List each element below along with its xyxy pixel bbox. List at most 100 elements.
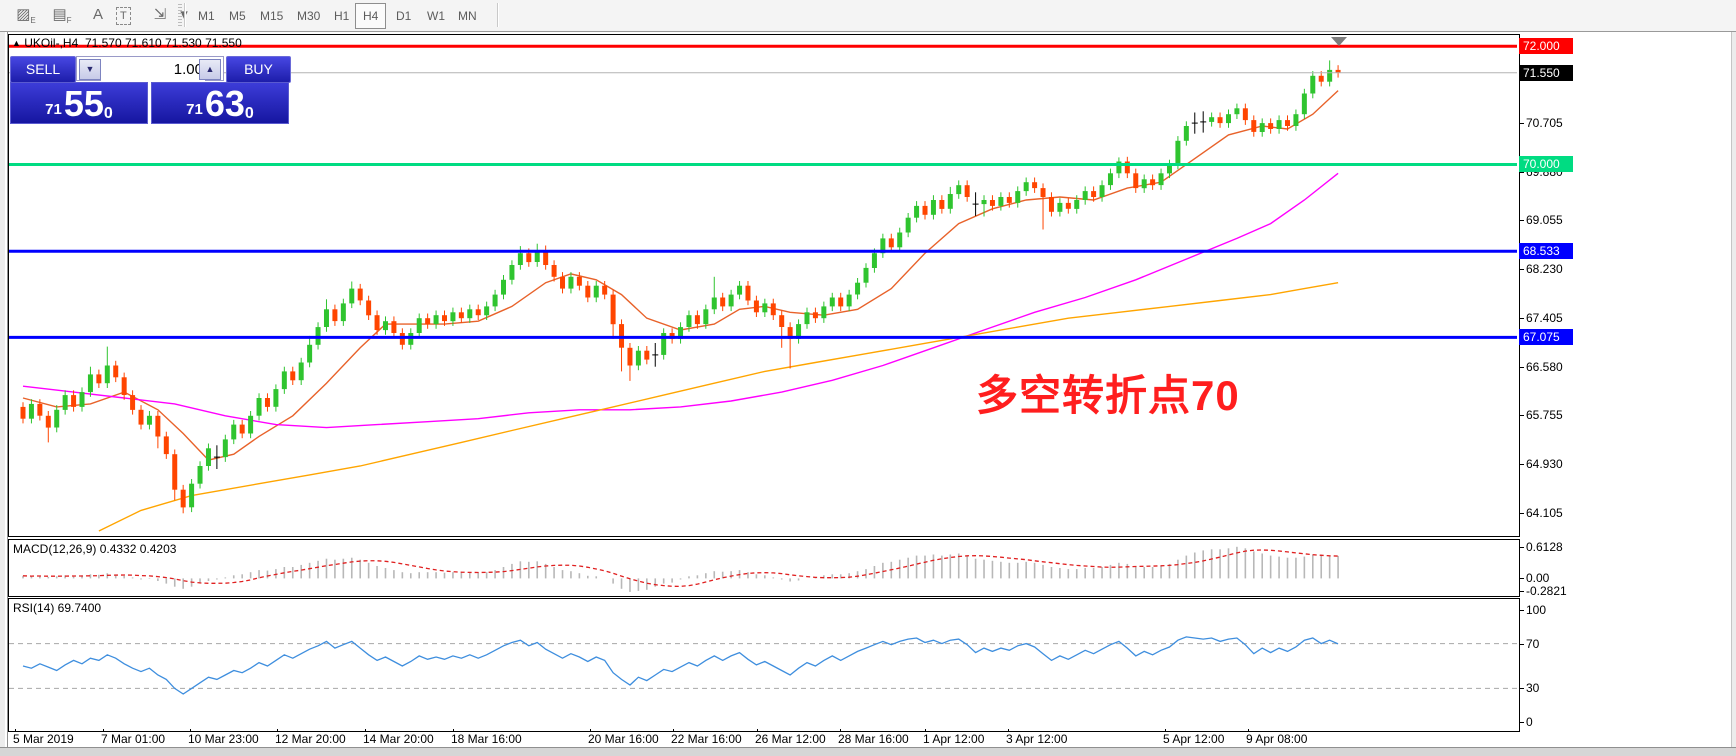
price-axis: 64.105 64.930 65.755 66.580 67.405 68.230 69.0… — [1519, 34, 1736, 535]
time-tick-mark — [673, 729, 674, 732]
rsi-tick-label: 100 — [1526, 603, 1547, 617]
time-tick-label: 18 Mar 16:00 — [451, 732, 522, 746]
price-tick-label: 68.230 — [1526, 262, 1563, 277]
rsi-tick-label: 30 — [1526, 681, 1540, 696]
textbox-t-icon[interactable]: T — [116, 7, 131, 25]
timeframe-H4[interactable]: H4 — [355, 3, 387, 29]
time-tick-mark — [453, 729, 454, 732]
sell-price-button[interactable]: 71 55 0 — [10, 82, 148, 124]
rsi-axis: 100 70 30 0 — [1519, 598, 1736, 730]
rsi-tick-mark — [1519, 688, 1524, 690]
buy-price-prefix: 71 — [186, 101, 203, 118]
rsi-tick-mark — [1519, 610, 1524, 611]
grid-f-icon[interactable]: ▤F — [52, 6, 72, 25]
macd-tick-mark — [1519, 546, 1524, 548]
ma-slow-line — [98, 282, 1339, 532]
time-tick-label: 9 Apr 08:00 — [1246, 732, 1308, 746]
buy-button[interactable]: BUY — [226, 56, 291, 83]
toolbar-separator — [497, 3, 499, 27]
cursor-arrows-icon[interactable]: ⇲ — [153, 6, 167, 23]
macd-tick-label: -0.2821 — [1526, 584, 1567, 598]
time-tick-label: 22 Mar 16:00 — [671, 732, 742, 746]
time-tick-mark — [365, 729, 366, 732]
macd-tick-mark — [1519, 578, 1524, 580]
price-badge-67.075: 67.075 — [1519, 329, 1573, 346]
timeframe-H1[interactable]: H1 — [334, 9, 350, 23]
price-tick-label: 65.755 — [1526, 408, 1563, 423]
chart-annotation-text[interactable]: 多空转折点70 — [976, 372, 1240, 419]
time-tick-label: 20 Mar 16:00 — [588, 732, 659, 746]
price-tick-mark — [1519, 269, 1524, 271]
chart-symbol-period: UKOil-,H4 — [24, 36, 79, 50]
pattern-e-icon[interactable]: ▨E — [16, 6, 36, 25]
time-tick-label: 5 Apr 12:00 — [1163, 732, 1225, 746]
rsi-tick-label: 0 — [1526, 715, 1533, 729]
macd-tick-mark — [1519, 591, 1524, 592]
text-a-icon[interactable]: A — [92, 6, 103, 23]
time-tick-mark — [840, 729, 841, 732]
buy-price-button[interactable]: 71 63 0 — [151, 82, 289, 124]
rsi-canvas — [9, 636, 1517, 695]
ma-fast-line — [22, 90, 1339, 461]
time-tick-label: 7 Mar 01:00 — [101, 732, 166, 746]
sell-button[interactable]: SELL — [10, 56, 76, 83]
time-tick-mark — [925, 729, 926, 732]
price-tick-mark — [1519, 220, 1524, 222]
price-chart-canvas[interactable] — [9, 35, 1517, 534]
time-tick-label: 3 Apr 12:00 — [1006, 732, 1068, 746]
chart-header: ▲ UKOil-,H4 71.570 71.610 71.530 71.550 — [12, 36, 242, 50]
time-tick-mark — [1248, 729, 1249, 732]
toolbar-grip[interactable] — [178, 4, 182, 26]
timeframe-M1[interactable]: M1 — [198, 9, 215, 23]
timeframe-W1[interactable]: W1 — [427, 9, 445, 23]
price-tick-label: 64.930 — [1526, 457, 1563, 472]
timeframe-M15[interactable]: M15 — [260, 9, 284, 23]
time-tick-label: 5 Mar 2019 — [13, 732, 74, 746]
volume-stepper: ▼ ▲ — [76, 56, 224, 82]
time-tick-label: 10 Mar 23:00 — [188, 732, 259, 746]
macd-axis: 0.6128 0.00 -0.2821 — [1519, 539, 1736, 598]
sell-price-sup: 0 — [103, 105, 113, 122]
volume-increase-icon[interactable]: ▲ — [199, 59, 221, 80]
macd-histogram — [22, 546, 1339, 592]
rsi-line — [22, 636, 1339, 695]
time-tick-mark — [590, 729, 591, 732]
candles-group — [20, 60, 1341, 514]
buy-price-big: 63 — [204, 83, 245, 124]
time-tick-label: 28 Mar 16:00 — [838, 732, 909, 746]
timeframe-M30[interactable]: M30 — [297, 9, 321, 23]
buy-price-sup: 0 — [244, 105, 254, 122]
time-tick-mark — [757, 729, 758, 732]
time-tick-label: 1 Apr 12:00 — [923, 732, 985, 746]
time-tick-mark — [1165, 729, 1166, 732]
price-tick-label: 64.105 — [1526, 506, 1563, 520]
time-axis[interactable]: 5 Mar 2019 7 Mar 01:00 10 Mar 23:00 12 Mar … — [8, 729, 1728, 747]
timeframe-D1[interactable]: D1 — [396, 9, 412, 23]
macd-canvas — [22, 546, 1339, 592]
volume-decrease-icon[interactable]: ▼ — [79, 59, 101, 80]
price-badge-72.000: 72.000 — [1519, 38, 1573, 55]
price-tick-label: 66.580 — [1526, 359, 1563, 374]
timeframe-M5[interactable]: M5 — [229, 9, 246, 23]
rsi-tick-label: 70 — [1526, 636, 1540, 651]
volume-input[interactable] — [101, 57, 205, 82]
price-tick-mark — [1519, 415, 1524, 417]
macd-panel[interactable]: MACD(12,26,9) 0.4332 0.4203 — [8, 539, 1520, 597]
price-tick-label: 67.405 — [1526, 310, 1563, 325]
price-tick-mark — [1519, 122, 1524, 124]
price-tick-label: 70.705 — [1526, 115, 1563, 130]
rsi-tick-mark — [1519, 722, 1524, 723]
chart-shift-marker-icon[interactable] — [1331, 37, 1347, 46]
time-tick-mark — [103, 729, 104, 732]
window-left-edge — [0, 32, 8, 755]
macd-tick-label: 0.00 — [1526, 571, 1550, 586]
time-tick-label: 14 Mar 20:00 — [363, 732, 434, 746]
timeframe-MN[interactable]: MN — [458, 9, 477, 23]
price-tick-label: 69.055 — [1526, 213, 1563, 228]
price-tick-mark — [1519, 317, 1524, 319]
window-bottom-strip — [0, 747, 1736, 756]
sell-price-prefix: 71 — [45, 101, 62, 118]
rsi-panel[interactable]: RSI(14) 69.7400 — [8, 598, 1520, 732]
time-tick-mark — [190, 729, 191, 732]
